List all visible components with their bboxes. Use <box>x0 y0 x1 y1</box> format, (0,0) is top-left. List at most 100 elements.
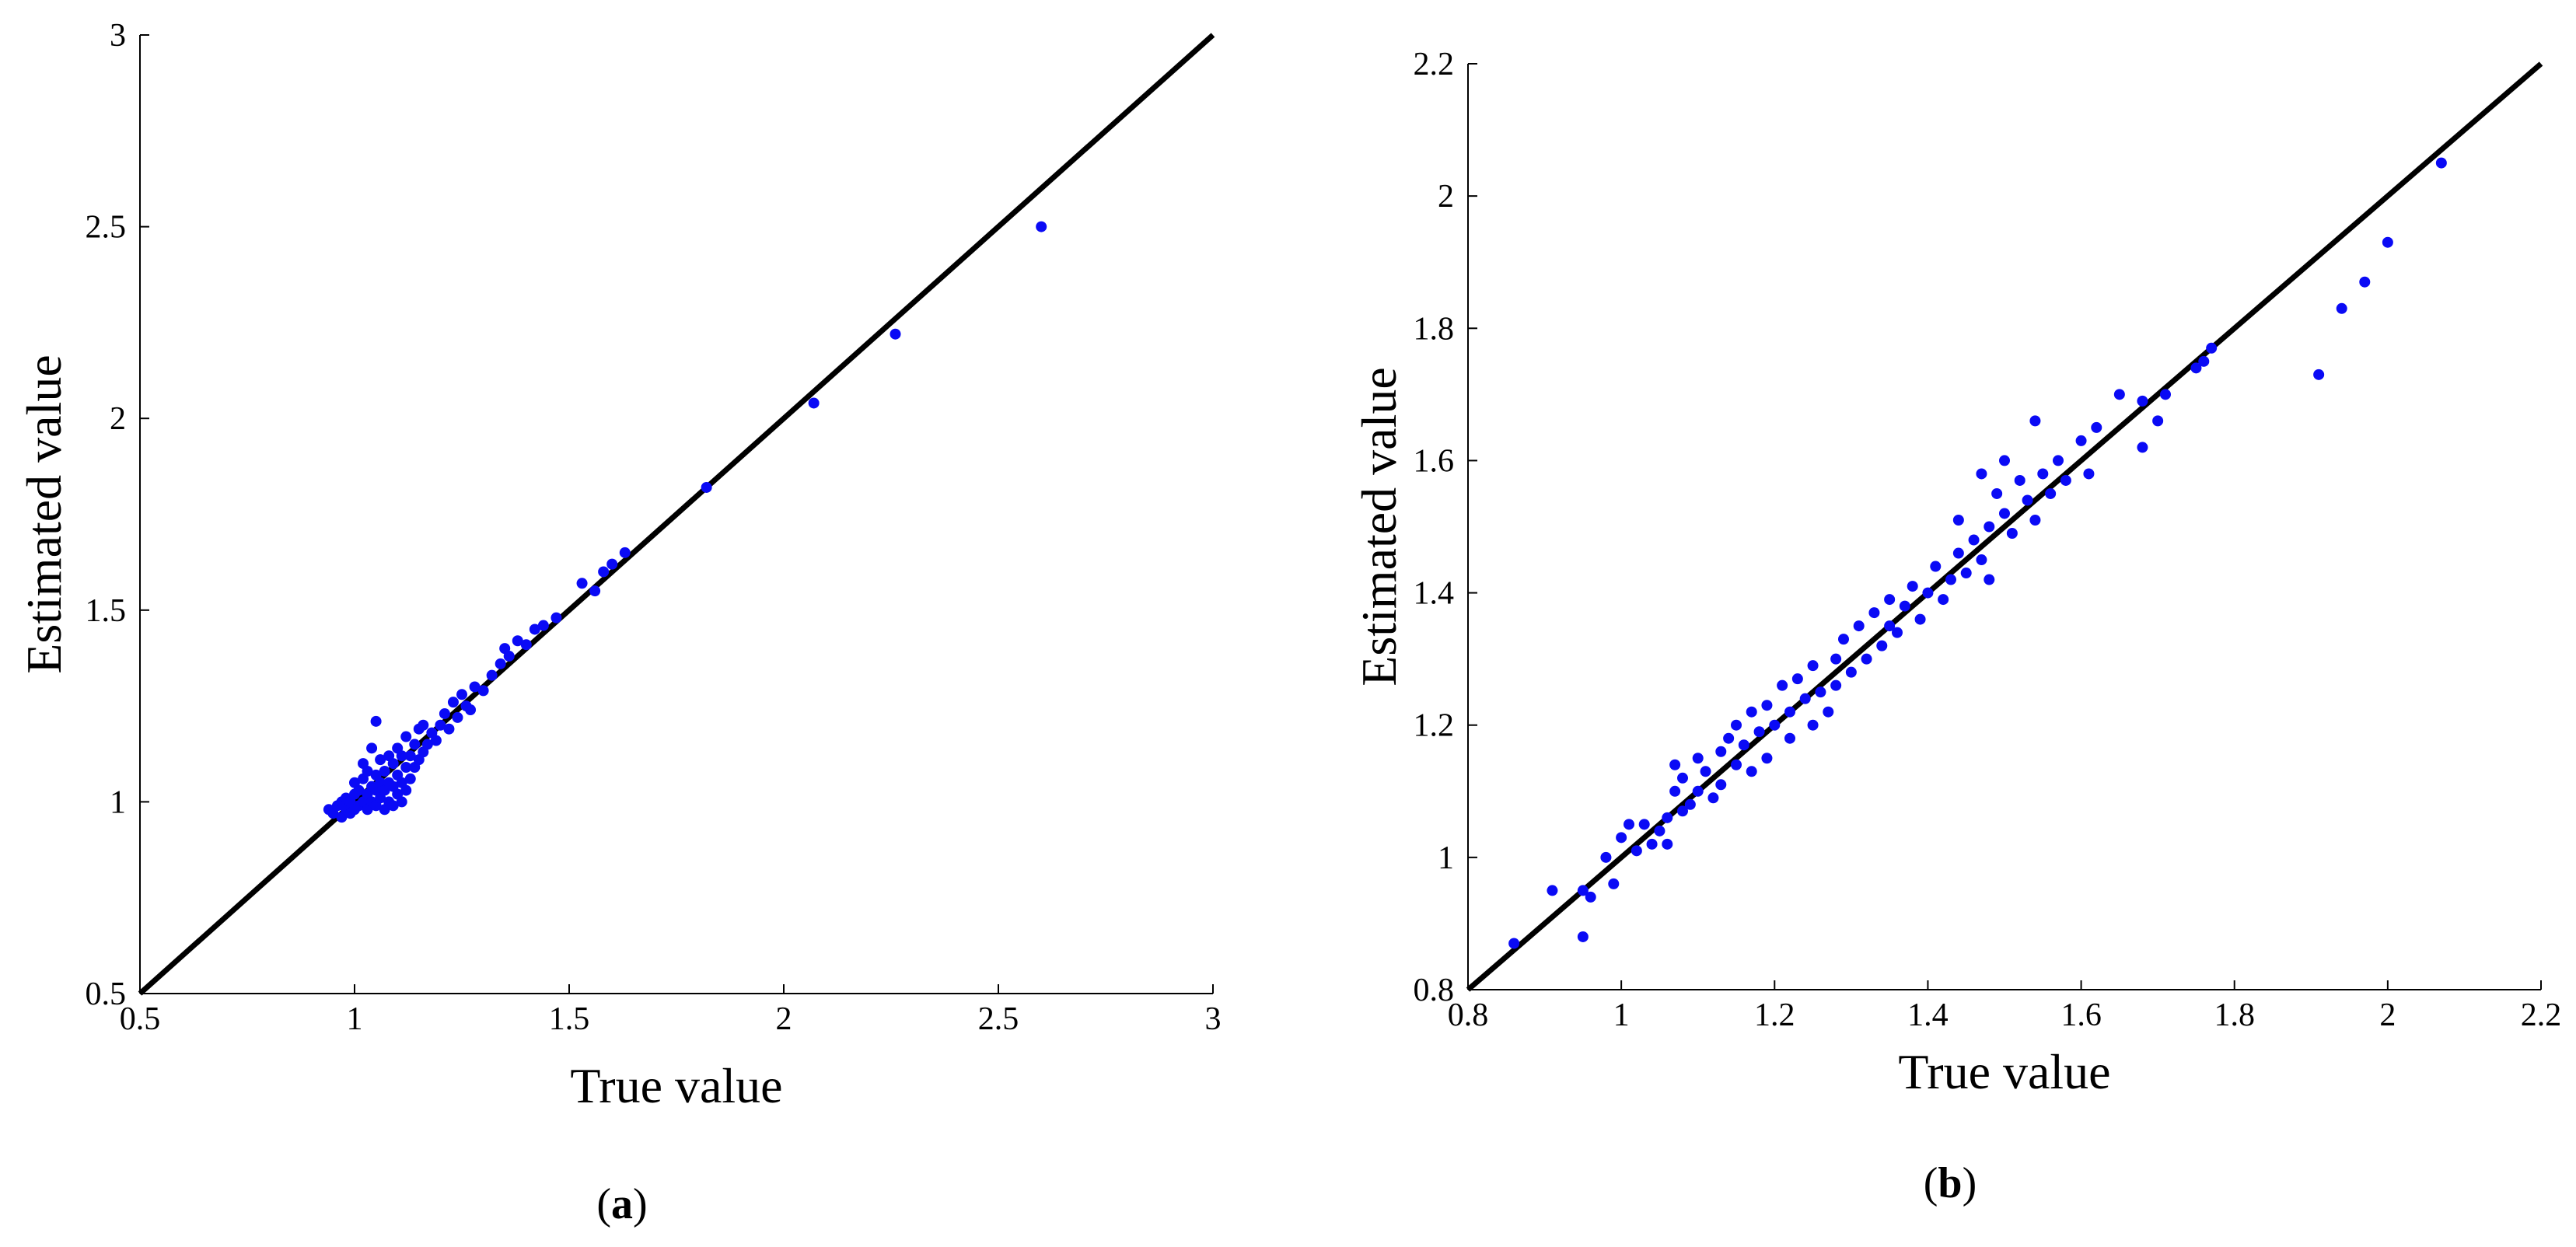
panel-a-data-point <box>421 739 433 750</box>
panel-b-data-point <box>1791 673 1803 685</box>
panel-a-data-point <box>362 765 373 777</box>
panel-b-data-point <box>1830 653 1842 665</box>
panel-b-data-point <box>2075 435 2087 446</box>
panel-b-x-tick-label: 0.8 <box>1448 997 1489 1033</box>
panel-b-data-point <box>1976 554 1987 566</box>
panel-b-data-point <box>2160 389 2171 400</box>
panel-b-data-point <box>1692 785 1704 797</box>
panel-a-data-point <box>409 739 421 750</box>
panel-b-label: (b) <box>1924 1159 1977 1207</box>
panel-b-data-point <box>1669 759 1681 770</box>
panel-b-y-tick-label: 1.6 <box>1414 443 1455 479</box>
panel-b-data-point <box>1761 700 1773 711</box>
panel-b-data-point <box>1600 851 1612 863</box>
panel-b-data-point <box>2006 528 2018 540</box>
panel-b-y-tick-label: 2 <box>1438 179 1454 215</box>
panel-b-data-point <box>2137 395 2148 407</box>
panel-b-data-point <box>1952 514 1964 526</box>
panel-b-data-point <box>1707 792 1719 804</box>
panel-a-data-point <box>495 658 506 669</box>
panel-b-data-point <box>2336 302 2347 314</box>
panel-b-data-point <box>1746 766 1757 777</box>
panel-b-y-tick-label: 1.8 <box>1414 311 1455 347</box>
panel-a-data-point <box>387 800 399 812</box>
panel-b-y-tick-label: 1.2 <box>1414 708 1455 744</box>
panel-b-data-point <box>1892 627 1903 638</box>
panel-b-data-point <box>1738 739 1749 751</box>
panel-a-chart: 0.5 1 1.5 2 2.5 3 0.5 1 1.5 2 2.5 3 True value Estima… <box>16 18 1222 1113</box>
panel-b-data-point <box>1646 838 1658 850</box>
panel-b-data-point <box>1784 732 1795 744</box>
panel-b-data-point <box>2091 421 2102 433</box>
panel-a-x-tick-label: 0.5 <box>120 1001 161 1037</box>
panel-a-data-point <box>537 620 549 631</box>
panel-b-data-point <box>1922 587 1934 599</box>
panel-b-data-point <box>1784 706 1795 718</box>
panel-b-data-point <box>1731 759 1742 770</box>
panel-b-data-point <box>1684 798 1696 810</box>
panel-b-data-point <box>2053 455 2064 466</box>
panel-b-data-point <box>2083 468 2095 480</box>
panel-b-x-tick-label: 1.4 <box>1907 997 1949 1033</box>
panel-b-data-point <box>2152 415 2164 427</box>
panel-a-data-point <box>404 750 416 762</box>
panel-a-data-point <box>456 689 467 700</box>
panel-b-data-point <box>1976 468 1987 480</box>
panel-b-data-point <box>1700 766 1711 777</box>
panel-a-y-tick-label: 2 <box>110 401 126 437</box>
panel-b-data-point <box>1930 561 1942 572</box>
panel-a-data-point <box>520 639 532 651</box>
panel-b-data-point <box>1984 521 1995 533</box>
panel-b-data-point <box>2313 369 2325 380</box>
panel-a-data-point <box>400 731 412 742</box>
panel-b-y-tick-label: 2.2 <box>1414 47 1455 82</box>
panel-b-data-point <box>2435 157 2447 169</box>
panel-b-x-tick-label: 2.2 <box>2521 997 2562 1033</box>
panel-a-x-tick-label: 1.5 <box>549 1001 590 1037</box>
panel-b-data-point <box>1669 785 1681 797</box>
panel-b-data-point <box>2206 342 2218 354</box>
panel-b-data-point <box>2014 474 2025 486</box>
panel-b-data-point <box>1761 753 1773 764</box>
panel-a-data-point <box>512 635 523 647</box>
panel-b-data-point <box>1861 653 1872 665</box>
panel-a-y-tick-label: 1.5 <box>86 593 127 629</box>
panel-b-data-point <box>1638 819 1650 830</box>
panel-b-data-point <box>1731 719 1742 731</box>
panel-a-data-point <box>576 578 588 589</box>
panel-b-x-tick-label: 1 <box>1613 997 1630 1033</box>
panel-a-y-tick-label: 2.5 <box>86 210 127 246</box>
panel-b-data-point <box>1715 779 1727 791</box>
panel-b-data-point <box>1815 686 1826 698</box>
panel-b-data-point <box>1799 693 1811 704</box>
panel-a-data-point <box>418 719 429 731</box>
panel-b-data-point <box>1769 719 1781 731</box>
panel-b-data-point <box>1914 613 1926 625</box>
panel-b-data-point <box>1577 931 1589 942</box>
panel-b-y-axis-title: Estimated value <box>1351 367 1407 686</box>
panel-b-data-point <box>2113 389 2125 400</box>
panel-b-chart: 0.8 1 1.2 1.4 1.6 1.8 2 2.2 0.8 1 1.2 1.4 1.6 1.8 2 2.2… <box>1351 47 2561 1099</box>
panel-a-data-point <box>370 715 382 727</box>
panel-b-y-tick-label: 1.4 <box>1414 576 1455 612</box>
panel-a-y-axis-title: Estimated value <box>16 355 72 674</box>
panel-b-data-point <box>1753 726 1765 738</box>
panel-b-data-point <box>1968 534 1980 546</box>
panel-a-x-axis-title: True value <box>570 1058 782 1113</box>
panel-a-data-point <box>353 784 365 796</box>
panel-a-label: (a) <box>596 1180 647 1228</box>
panel-a-data-point <box>396 750 407 762</box>
panel-b-data-point <box>1547 885 1558 896</box>
panel-b-data-point <box>1884 594 1896 606</box>
panel-a-data-point <box>503 650 515 662</box>
panel-b-data-point <box>2037 468 2049 480</box>
panel-a-x-tick-label: 1 <box>347 1001 363 1037</box>
panel-a-data-point <box>443 723 455 735</box>
panel-a-data-point <box>589 585 601 597</box>
panel-a-data-point <box>439 707 450 719</box>
panel-a-data-point <box>890 328 901 340</box>
panel-a-data-point <box>396 796 407 808</box>
panel-b-data-point <box>1868 607 1880 619</box>
panel-b-data-point <box>1624 819 1634 830</box>
panel-b-data-point <box>2359 276 2371 288</box>
